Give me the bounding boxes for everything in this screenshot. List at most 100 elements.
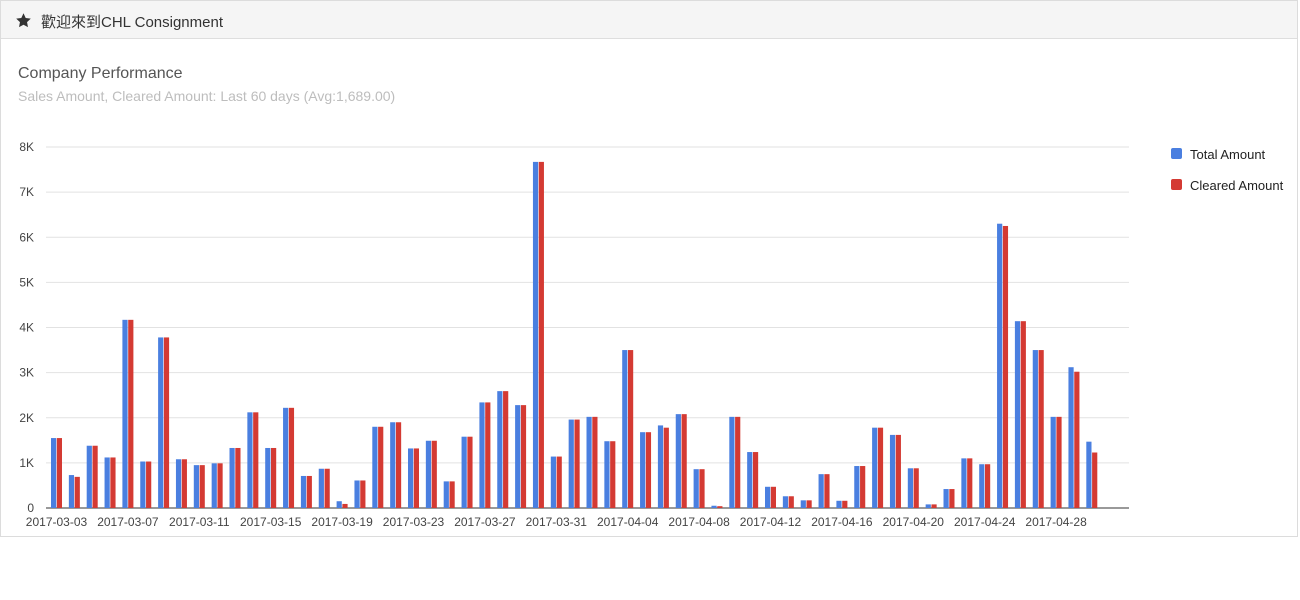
bar-total[interactable] (657, 425, 664, 508)
bar-total[interactable] (140, 461, 146, 508)
bar-total[interactable] (693, 469, 699, 508)
bar-total[interactable] (461, 436, 467, 508)
bar-cleared[interactable] (467, 436, 473, 508)
bar-cleared[interactable] (485, 402, 491, 508)
bar-total[interactable] (889, 434, 896, 508)
bar-total[interactable] (961, 458, 967, 508)
bar-cleared[interactable] (342, 503, 348, 508)
bar-cleared[interactable] (1056, 416, 1062, 508)
bar-cleared[interactable] (1074, 371, 1080, 508)
bar-total[interactable] (158, 337, 164, 508)
bar-total[interactable] (765, 486, 771, 508)
bar-cleared[interactable] (128, 319, 134, 508)
bar-cleared[interactable] (628, 350, 634, 508)
bar-cleared[interactable] (1092, 452, 1098, 509)
bar-cleared[interactable] (574, 419, 580, 508)
bar-cleared[interactable] (770, 486, 776, 508)
bar-total[interactable] (336, 501, 342, 508)
bar-total[interactable] (1032, 350, 1038, 508)
bar-cleared[interactable] (538, 161, 544, 508)
bar-cleared[interactable] (717, 506, 723, 508)
bar-total[interactable] (479, 402, 485, 508)
bar-total[interactable] (104, 457, 110, 508)
bar-total[interactable] (318, 468, 324, 508)
bar-total[interactable] (1068, 367, 1074, 508)
bar-total[interactable] (229, 447, 235, 508)
bar-total[interactable] (782, 496, 789, 508)
bar-cleared[interactable] (1020, 321, 1026, 508)
bar-total[interactable] (925, 504, 931, 508)
bar-total[interactable] (729, 416, 735, 508)
bar-total[interactable] (586, 416, 592, 508)
bar-cleared[interactable] (806, 500, 812, 508)
bar-total[interactable] (1050, 416, 1056, 508)
bar-cleared[interactable] (199, 465, 205, 508)
bar-total[interactable] (193, 465, 199, 508)
bar-total[interactable] (854, 466, 860, 508)
bar-cleared[interactable] (253, 412, 259, 508)
bar-cleared[interactable] (752, 452, 759, 508)
bar-cleared[interactable] (217, 463, 223, 508)
bar-cleared[interactable] (877, 427, 884, 508)
bar-total[interactable] (872, 427, 878, 508)
bar-total[interactable] (443, 481, 449, 508)
bar-total[interactable] (997, 223, 1003, 508)
bar-total[interactable] (907, 468, 913, 508)
bar-total[interactable] (800, 500, 806, 508)
bar-cleared[interactable] (949, 489, 955, 508)
bar-cleared[interactable] (324, 468, 330, 508)
bar-cleared[interactable] (592, 416, 598, 508)
bar-cleared[interactable] (74, 476, 80, 508)
bar-cleared[interactable] (1002, 225, 1009, 508)
bar-cleared[interactable] (985, 464, 991, 508)
bar-total[interactable] (640, 432, 646, 508)
bar-cleared[interactable] (1038, 350, 1044, 508)
bar-total[interactable] (211, 463, 217, 508)
bar-cleared[interactable] (92, 445, 98, 508)
bar-total[interactable] (818, 474, 824, 508)
bar-cleared[interactable] (645, 432, 652, 508)
bar-total[interactable] (283, 407, 289, 508)
bar-cleared[interactable] (931, 504, 937, 508)
bar-total[interactable] (425, 440, 432, 508)
bar-total[interactable] (408, 448, 414, 508)
bar-cleared[interactable] (378, 426, 384, 508)
bar-total[interactable] (247, 412, 253, 508)
bar-total[interactable] (175, 459, 182, 508)
bar-cleared[interactable] (556, 456, 562, 508)
bar-total[interactable] (1086, 441, 1092, 508)
bar-cleared[interactable] (288, 407, 295, 508)
bar-cleared[interactable] (824, 474, 830, 508)
bar-cleared[interactable] (503, 391, 509, 508)
bar-cleared[interactable] (895, 434, 901, 508)
bar-total[interactable] (354, 480, 360, 508)
bar-cleared[interactable] (913, 468, 919, 508)
bar-cleared[interactable] (413, 448, 419, 508)
bar-total[interactable] (604, 441, 610, 508)
bar-cleared[interactable] (235, 447, 241, 508)
bar-cleared[interactable] (449, 481, 455, 508)
bar-cleared[interactable] (431, 440, 437, 508)
bar-total[interactable] (836, 500, 842, 508)
bar-total[interactable] (675, 414, 681, 508)
bar-total[interactable] (747, 452, 753, 508)
bar-cleared[interactable] (610, 441, 616, 508)
bar-total[interactable] (497, 391, 503, 508)
bar-total[interactable] (51, 438, 57, 508)
bar-cleared[interactable] (163, 337, 170, 508)
bar-cleared[interactable] (360, 480, 366, 508)
bar-cleared[interactable] (520, 405, 527, 508)
bar-total[interactable] (372, 426, 378, 508)
bar-cleared[interactable] (967, 458, 973, 508)
bar-total[interactable] (122, 319, 128, 508)
bar-total[interactable] (622, 350, 628, 508)
bar-cleared[interactable] (271, 447, 277, 508)
bar-cleared[interactable] (110, 457, 116, 508)
bar-cleared[interactable] (395, 422, 402, 508)
bar-total[interactable] (943, 489, 949, 508)
bar-total[interactable] (265, 447, 271, 508)
bar-total[interactable] (86, 445, 92, 508)
bar-total[interactable] (979, 464, 985, 508)
bar-total[interactable] (300, 475, 307, 508)
bar-total[interactable] (532, 161, 539, 508)
